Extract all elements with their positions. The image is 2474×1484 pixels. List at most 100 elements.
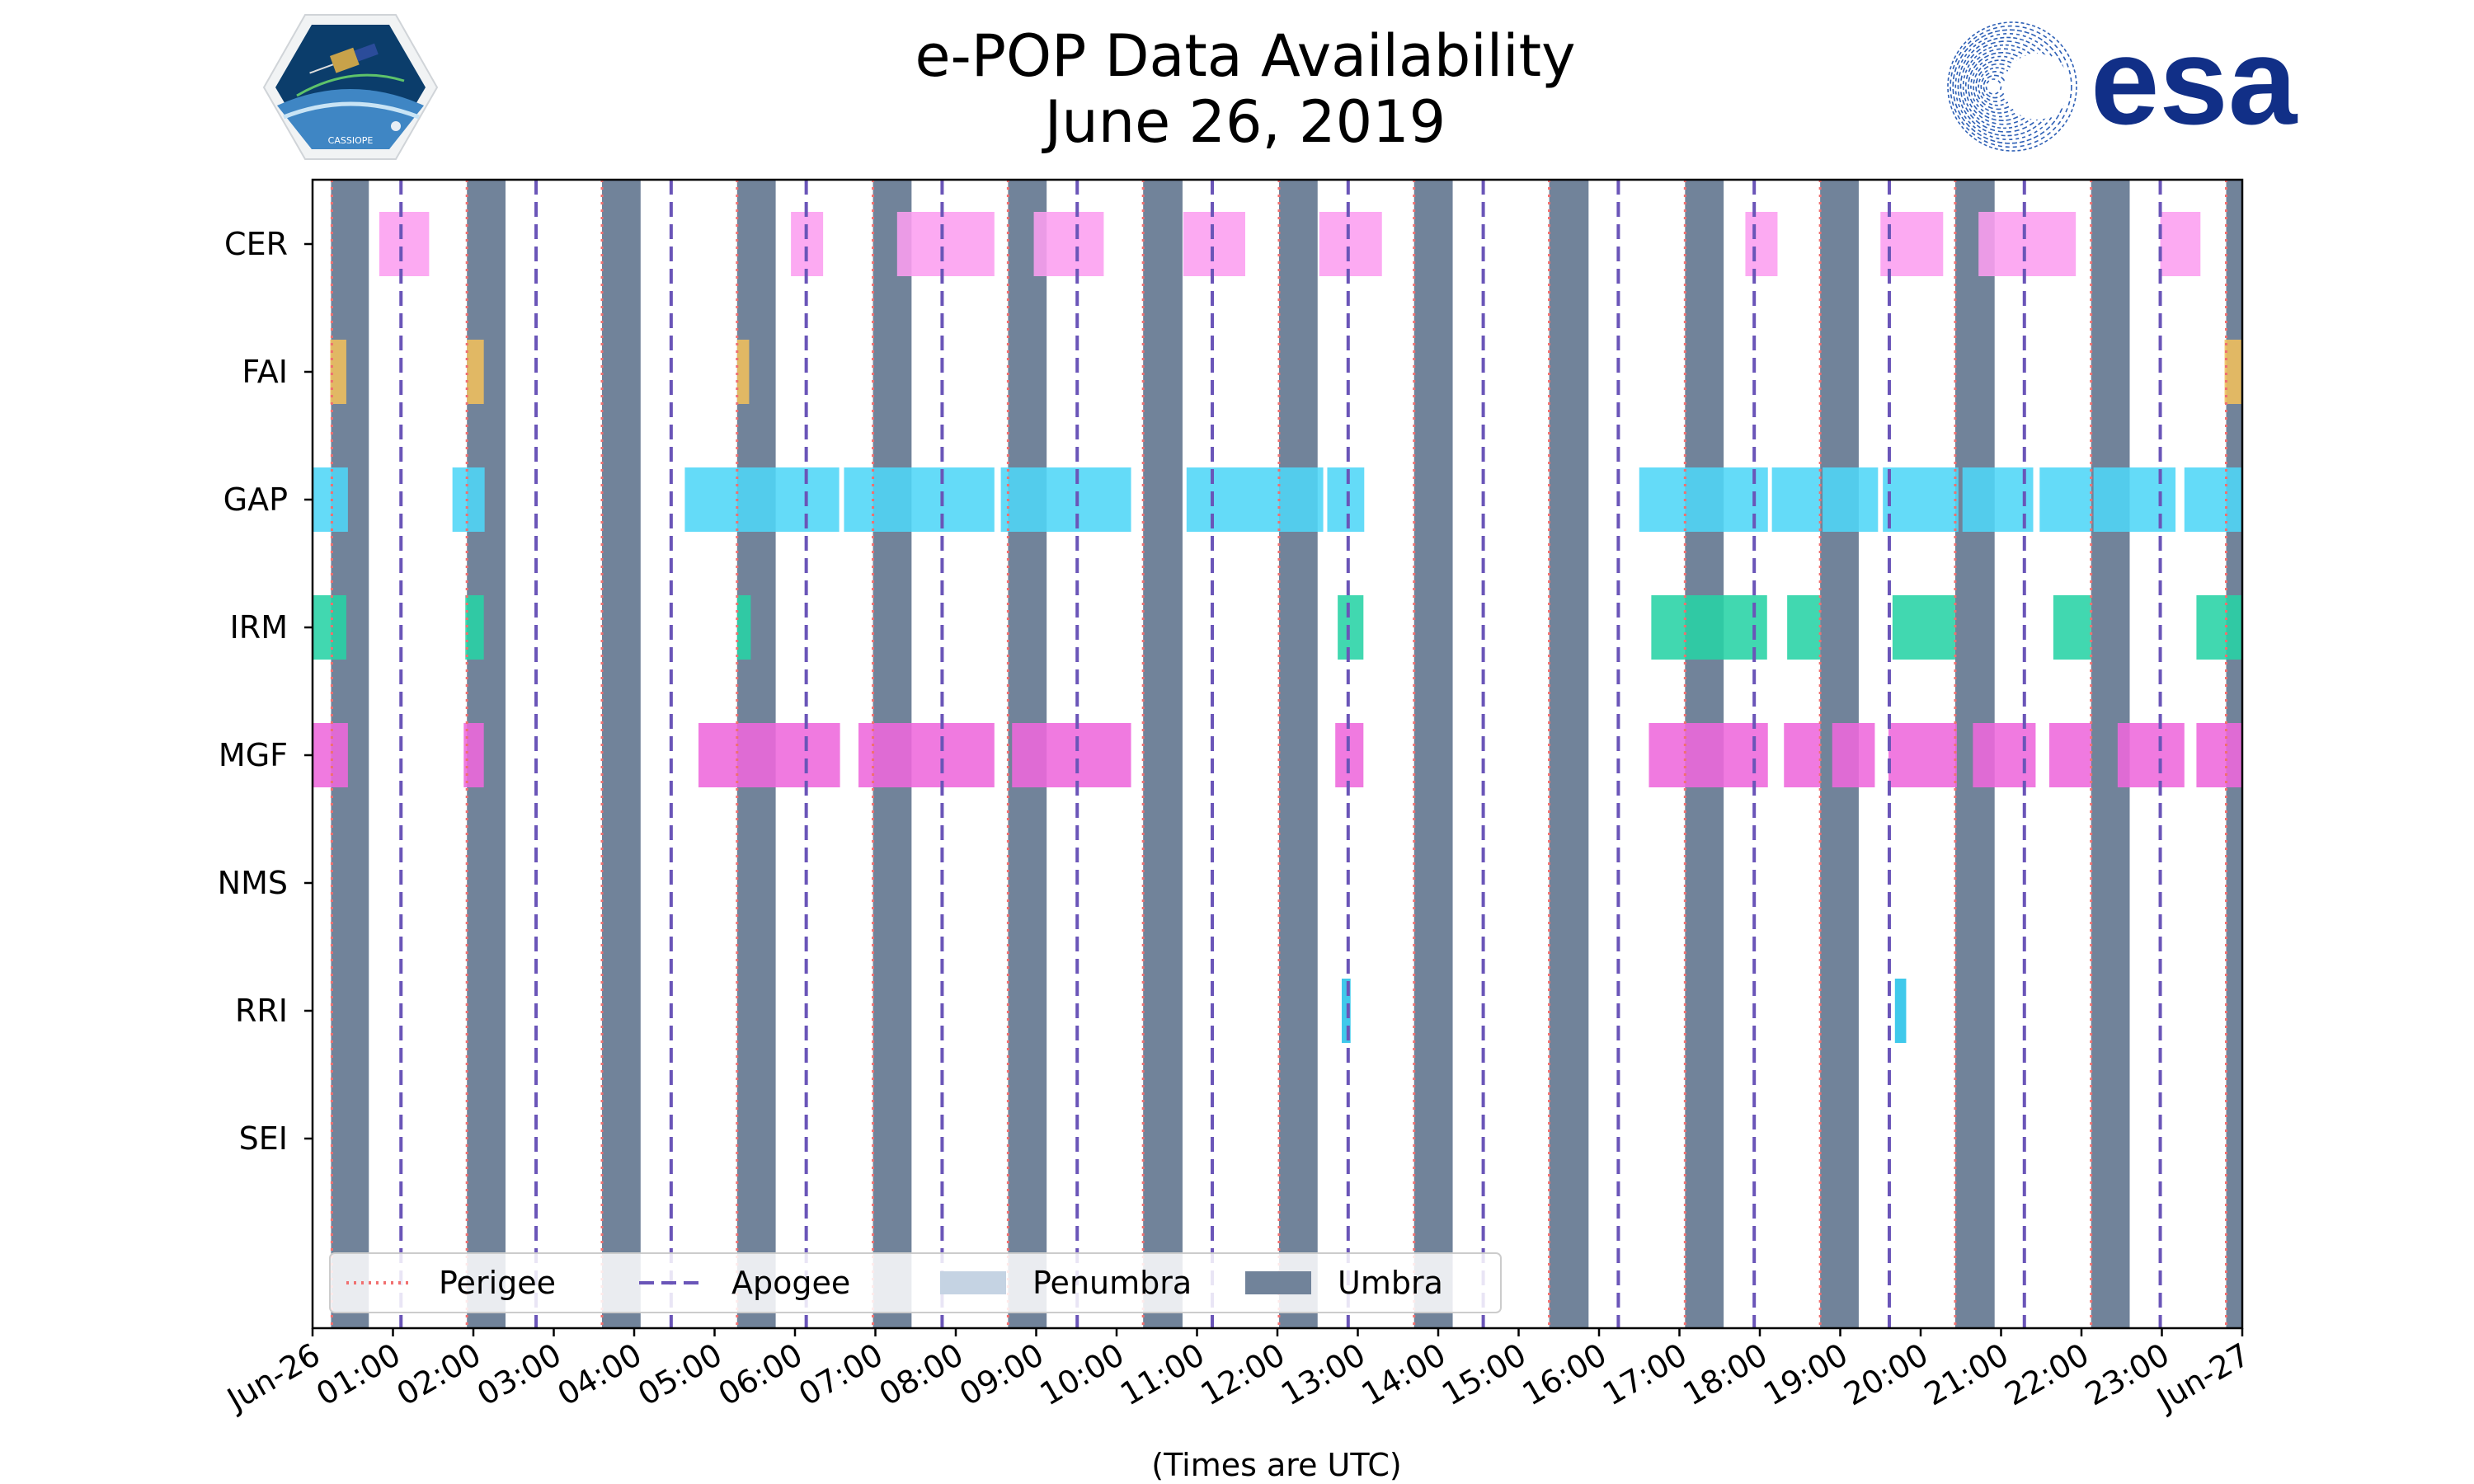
availability-bar-gap — [1962, 467, 2034, 532]
orbit-lines — [330, 180, 2227, 1328]
availability-bar-fai — [2224, 340, 2242, 404]
y-tick-label-rri: RRI — [235, 993, 288, 1029]
availability-bar-gap — [1000, 467, 1131, 532]
esa-swirl-ring — [1985, 78, 2002, 95]
availability-bar-fai — [736, 340, 750, 404]
legend-label-umbra: Umbra — [1338, 1265, 1443, 1301]
x-tick-label-09-00: 09:00 — [953, 1336, 1050, 1413]
availability-bar-cer — [1319, 212, 1382, 276]
availability-bar-mgf — [463, 723, 484, 787]
x-tick-label-16-00: 16:00 — [1517, 1336, 1613, 1413]
availability-bar-mgf — [858, 723, 995, 787]
x-tick-label-03-00: 03:00 — [471, 1336, 567, 1413]
umbra-band — [1413, 180, 1453, 1328]
availability-bar-cer — [379, 212, 430, 276]
cassiope-logo: CASSIOPE — [262, 14, 439, 160]
legend-label-apogee: Apogee — [731, 1265, 850, 1301]
x-tick-label-10-00: 10:00 — [1034, 1336, 1131, 1413]
x-tick-label-01-00: 01:00 — [310, 1336, 407, 1413]
availability-bar-rri — [1894, 979, 1907, 1043]
availability-bar-mgf — [1784, 723, 1821, 787]
availability-bar-gap — [2093, 467, 2176, 532]
availability-bar-mgf — [2196, 723, 2242, 787]
x-tick-label-05-00: 05:00 — [632, 1336, 728, 1413]
availability-bar-gap — [1639, 467, 1768, 532]
availability-bar-gap — [1186, 467, 1324, 532]
availability-bar-irm — [313, 595, 346, 660]
legend-label-perigee: Perigee — [439, 1265, 556, 1301]
x-tick-label-22-00: 22:00 — [1999, 1336, 2095, 1413]
availability-bar-mgf — [1973, 723, 2036, 787]
chart-subtitle: June 26, 2019 — [1042, 88, 1446, 156]
availability-bar-cer — [791, 212, 824, 276]
availability-bar-mgf — [1335, 723, 1364, 787]
umbra-band — [1143, 180, 1183, 1328]
x-tick-label-04-00: 04:00 — [552, 1336, 648, 1413]
availability-bar-mgf — [1832, 723, 1875, 787]
esa-swirl-center — [2004, 54, 2070, 120]
esa-swirl-ring — [1947, 21, 2077, 152]
x-tick-label-jun-27: Jun-27 — [2150, 1336, 2256, 1419]
y-tick-label-gap: GAP — [223, 481, 288, 518]
y-tick-label-fai: FAI — [242, 354, 288, 390]
availability-bar-fai — [330, 340, 346, 404]
availability-bar-gap — [2039, 467, 2091, 532]
availability-bar-mgf — [313, 723, 348, 787]
availability-bar-irm — [1651, 595, 1767, 660]
availability-bar-rri — [1342, 979, 1351, 1043]
availability-bar-gap — [1883, 467, 1959, 532]
availability-bar-cer — [2160, 212, 2201, 276]
legend-box — [329, 1252, 1502, 1313]
x-tick-label-21-00: 21:00 — [1918, 1336, 2015, 1413]
umbra-band — [1278, 180, 1318, 1328]
y-tick-label-cer: CER — [224, 226, 288, 262]
availability-bar-cer — [1880, 212, 1944, 276]
chart-title: e-POP Data Availability — [915, 22, 1575, 90]
x-axis-label: (Times are UTC) — [1151, 1447, 1401, 1483]
availability-bar-mgf — [1649, 723, 1768, 787]
availability-bar-cer — [896, 212, 995, 276]
availability-bars — [313, 212, 2242, 1043]
availability-bar-mgf — [698, 723, 840, 787]
x-tick-label-20-00: 20:00 — [1838, 1336, 1935, 1413]
x-tick-label-17-00: 17:00 — [1597, 1336, 1693, 1413]
availability-bar-irm — [1787, 595, 1821, 660]
availability-bar-cer — [1745, 212, 1778, 276]
y-tick-label-nms: NMS — [218, 865, 288, 901]
x-tick-label-14-00: 14:00 — [1356, 1336, 1452, 1413]
availability-bar-irm — [2053, 595, 2091, 660]
esa-logo: esa — [1947, 12, 2298, 152]
umbra-band — [602, 180, 641, 1328]
legend-swatch-umbra — [1245, 1271, 1311, 1294]
legend-label-penumbra: Penumbra — [1032, 1265, 1192, 1301]
umbra-band — [1549, 180, 1589, 1328]
x-tick-label-15-00: 15:00 — [1436, 1336, 1532, 1413]
availability-bar-gap — [313, 467, 348, 532]
availability-bar-irm — [1892, 595, 1955, 660]
availability-bar-gap — [1327, 467, 1365, 532]
availability-bar-irm — [2196, 595, 2242, 660]
availability-bar-cer — [1978, 212, 2077, 276]
esa-swirl-ring — [1950, 25, 2072, 148]
availability-bar-gap — [684, 467, 840, 532]
x-tick-label-07-00: 07:00 — [793, 1336, 889, 1413]
x-tick-label-jun-26: Jun-26 — [220, 1336, 327, 1419]
availability-bar-irm — [1338, 595, 1364, 660]
availability-bar-mgf — [1012, 723, 1131, 787]
x-tick-label-02-00: 02:00 — [391, 1336, 487, 1413]
legend-swatch-penumbra — [940, 1271, 1006, 1294]
x-tick-label-06-00: 06:00 — [713, 1336, 809, 1413]
availability-bar-mgf — [2117, 723, 2185, 787]
legend: Perigee Apogee Penumbra Umbra — [329, 1252, 1502, 1313]
x-tick-label-08-00: 08:00 — [873, 1336, 970, 1413]
availability-bar-irm — [465, 595, 484, 660]
x-tick-label-13-00: 13:00 — [1275, 1336, 1371, 1413]
x-tick-label-12-00: 12:00 — [1195, 1336, 1291, 1413]
availability-bar-cer — [1183, 212, 1245, 276]
y-tick-label-mgf: MGF — [219, 737, 288, 773]
availability-bar-gap — [1771, 467, 1821, 532]
esa-logo-text: esa — [2091, 12, 2298, 150]
availability-bar-mgf — [2049, 723, 2091, 787]
availability-bar-cer — [1033, 212, 1104, 276]
availability-bar-gap — [844, 467, 995, 532]
